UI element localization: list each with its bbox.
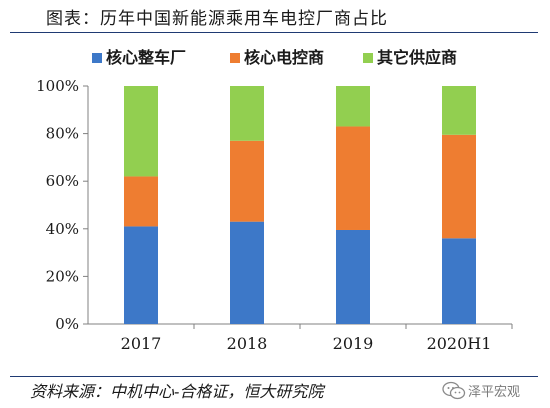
watermark-text: 泽平宏观 — [468, 385, 521, 400]
watermark: 泽平宏观 — [438, 380, 548, 404]
x-tick-label: 2017 — [121, 334, 162, 353]
wechat-icon — [442, 381, 466, 400]
source-note: 资料来源：中机中心-合格证，恒大研究院 — [30, 382, 324, 401]
title-area: 图表：历年中国新能源乘用车电控厂商占比 — [0, 0, 550, 36]
bar-segment — [124, 86, 158, 177]
bar-segment — [336, 229, 370, 324]
title-divider — [10, 32, 538, 33]
x-tick-label: 2018 — [227, 334, 268, 353]
chart-title: 图表：历年中国新能源乘用车电控厂商占比 — [46, 9, 388, 29]
y-tick-label: 80% — [46, 125, 79, 143]
bar-segment — [230, 221, 264, 324]
bar-segment — [230, 140, 264, 222]
bar-segment — [124, 176, 158, 227]
stacked-bar-chart: 核心整车厂 核心电控商 其它供应商 0% 20% 40% 60% 80% 100% 2017 201… — [36, 48, 513, 353]
bar-segment — [124, 226, 158, 324]
bar-segment — [442, 86, 476, 135]
bar-segment — [442, 134, 476, 239]
x-tick-label: 2020H1 — [427, 334, 492, 353]
legend-swatch — [363, 53, 373, 63]
legend-label: 其它供应商 — [377, 48, 457, 67]
source-divider — [10, 376, 538, 377]
x-tick-label: 2019 — [333, 334, 374, 353]
y-tick-label: 100% — [36, 77, 79, 95]
bar-segment — [336, 86, 370, 127]
legend-swatch — [92, 53, 102, 63]
bar-segment — [336, 126, 370, 230]
bar-segment — [230, 86, 264, 141]
y-tick-label: 0% — [55, 315, 79, 333]
y-tick-label: 60% — [46, 172, 79, 190]
legend-swatch — [230, 53, 240, 63]
legend-label: 核心电控商 — [244, 48, 324, 67]
legend-label: 核心整车厂 — [106, 48, 186, 67]
y-tick-label: 20% — [46, 267, 79, 285]
bar-segment — [442, 238, 476, 324]
y-tick-label: 40% — [46, 220, 79, 238]
